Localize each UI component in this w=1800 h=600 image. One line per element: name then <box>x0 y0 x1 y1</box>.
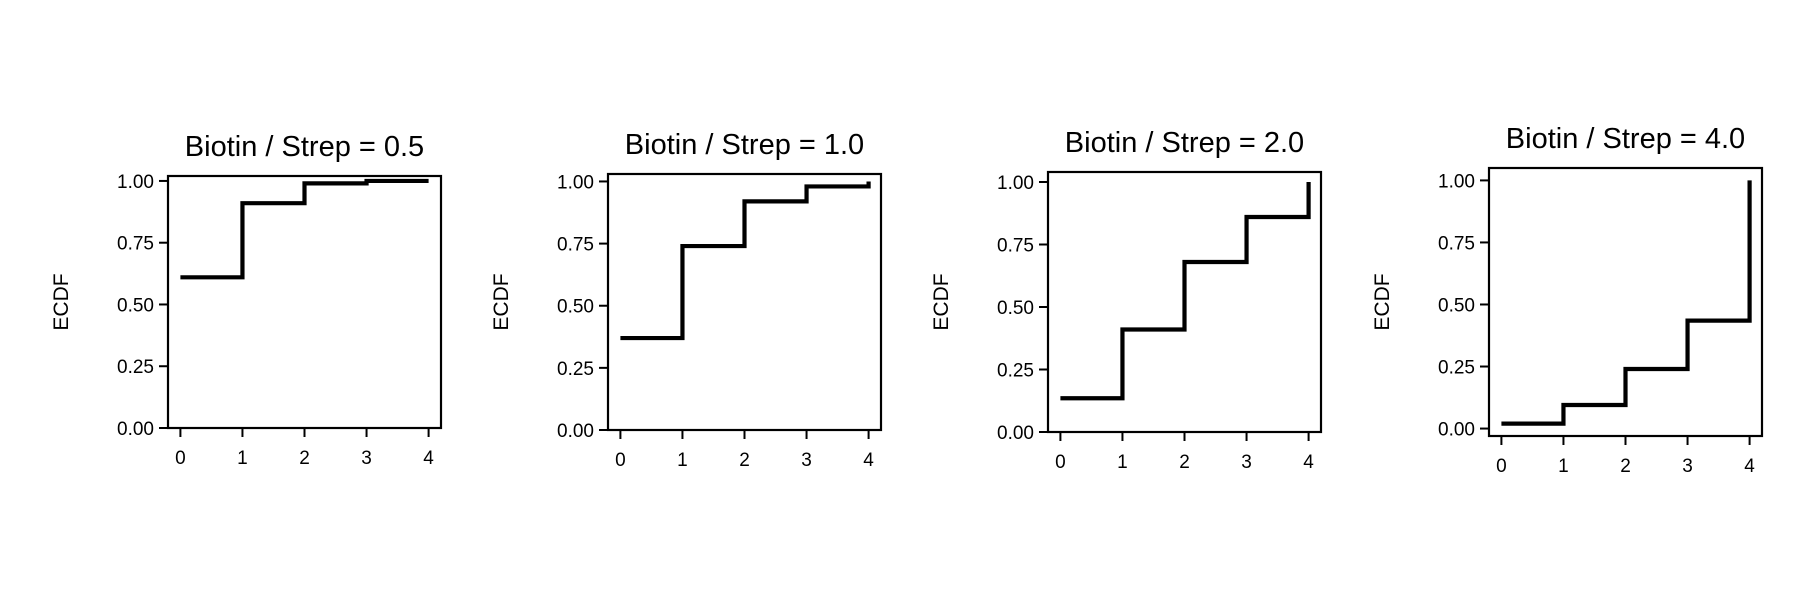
x-tick-label: 4 <box>1303 452 1314 473</box>
plot-frame <box>166 174 443 430</box>
ecdf-panel-4: Biotin / Strep = 4.0 ECDF 0.00 0.25 0.50 0.75… <box>1371 123 1764 477</box>
x-tick-label: 2 <box>739 450 750 471</box>
y-tick-label: 1.00 <box>1438 171 1475 192</box>
panel-title: Biotin / Strep = 1.0 <box>625 129 864 161</box>
y-tick-label: 0.00 <box>1438 420 1475 441</box>
panel-title: Biotin / Strep = 0.5 <box>185 131 424 163</box>
x-tick-label: 1 <box>1117 452 1128 473</box>
y-axis-label: ECDF <box>50 273 73 330</box>
ecdf-panel-2: Biotin / Strep = 1.0 ECDF 0.00 0.25 0.50 0.75… <box>490 129 883 471</box>
x-tick-label: 4 <box>423 448 434 469</box>
x-tick-label: 2 <box>299 448 310 469</box>
y-tick-label: 0.75 <box>557 235 594 256</box>
x-tick-label: 1 <box>677 450 688 471</box>
y-tick-label: 0.25 <box>117 357 154 378</box>
ecdf-step-line <box>620 181 871 341</box>
x-tick-label: 0 <box>1055 452 1066 473</box>
y-tick-label: 0.50 <box>997 298 1034 319</box>
x-tick-label: 1 <box>1558 456 1569 477</box>
x-tick-label: 1 <box>237 448 248 469</box>
y-tick-label: 0.25 <box>1438 358 1475 379</box>
ecdf-step-line <box>1501 180 1752 426</box>
panel-title: Biotin / Strep = 2.0 <box>1065 127 1304 159</box>
x-tick-label: 0 <box>175 448 186 469</box>
y-tick-label: 0.75 <box>117 234 154 255</box>
y-tick-label: 0.50 <box>1438 295 1475 316</box>
x-tick-label: 3 <box>801 450 812 471</box>
y-tick-label: 1.00 <box>117 172 154 193</box>
x-tick-label: 2 <box>1620 456 1631 477</box>
y-tick-label: 0.75 <box>997 236 1034 257</box>
y-tick-label: 0.50 <box>117 295 154 316</box>
y-tick-label: 0.25 <box>997 361 1034 382</box>
y-tick-label: 1.00 <box>997 173 1034 194</box>
y-tick-label: 0.50 <box>557 297 594 318</box>
y-axis-label: ECDF <box>930 273 953 330</box>
x-tick-label: 4 <box>863 450 874 471</box>
x-tick-label: 0 <box>615 450 626 471</box>
x-tick-label: 4 <box>1744 456 1755 477</box>
y-tick-label: 0.00 <box>997 423 1034 444</box>
y-axis-label: ECDF <box>1371 273 1394 330</box>
x-tick-label: 2 <box>1179 452 1190 473</box>
y-axis-label: ECDF <box>490 273 513 330</box>
y-tick-label: 0.00 <box>557 421 594 442</box>
y-tick-label: 0.00 <box>117 419 154 440</box>
x-tick-label: 3 <box>1682 456 1693 477</box>
ecdf-panel-1: Biotin / Strep = 0.5 ECDF 0.00 0.25 0.50 0.75… <box>50 131 443 469</box>
ecdf-panel-3: Biotin / Strep = 2.0 ECDF 0.00 0.25 0.50 0.75… <box>930 127 1323 473</box>
x-tick-label: 0 <box>1496 456 1507 477</box>
panel-title: Biotin / Strep = 4.0 <box>1506 123 1745 155</box>
ecdf-step-line <box>180 178 429 280</box>
y-tick-label: 1.00 <box>557 172 594 193</box>
x-tick-label: 3 <box>361 448 372 469</box>
x-tick-label: 3 <box>1241 452 1252 473</box>
y-tick-label: 0.75 <box>1438 233 1475 254</box>
y-tick-label: 0.25 <box>557 359 594 380</box>
ecdf-step-line <box>1060 182 1311 401</box>
